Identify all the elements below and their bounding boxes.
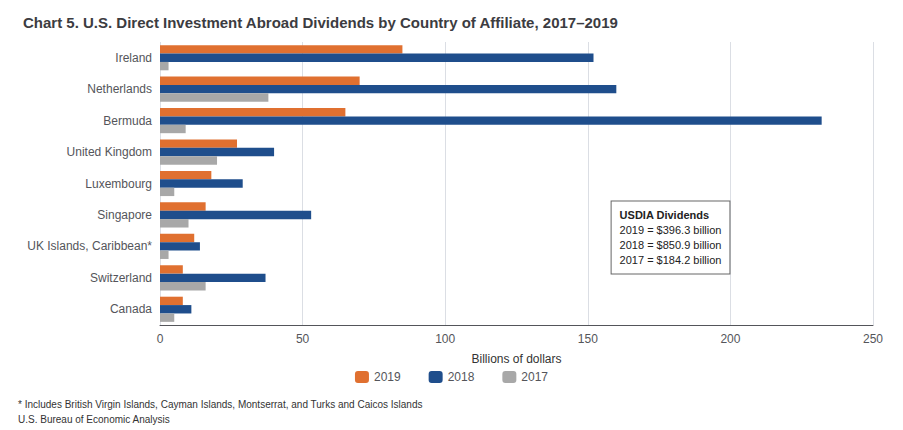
svg-text:Billions of dollars: Billions of dollars bbox=[471, 352, 561, 366]
svg-text:Bermuda: Bermuda bbox=[103, 114, 152, 128]
svg-text:50: 50 bbox=[296, 332, 310, 346]
svg-text:2018: 2018 bbox=[448, 370, 475, 384]
svg-text:United Kingdom: United Kingdom bbox=[67, 145, 152, 159]
svg-text:2019 = $396.3 billion: 2019 = $396.3 billion bbox=[620, 224, 722, 236]
svg-text:Luxembourg: Luxembourg bbox=[85, 177, 152, 191]
svg-text:2017: 2017 bbox=[521, 370, 548, 384]
svg-text:U.S. Bureau of Economic Analys: U.S. Bureau of Economic Analysis bbox=[18, 414, 170, 425]
svg-text:* Includes British Virgin Isla: * Includes British Virgin Islands, Cayma… bbox=[18, 399, 422, 410]
svg-text:Chart 5. U.S. Direct Investmen: Chart 5. U.S. Direct Investment Abroad D… bbox=[23, 14, 618, 31]
svg-text:200: 200 bbox=[720, 332, 740, 346]
svg-text:Switzerland: Switzerland bbox=[90, 271, 152, 285]
svg-text:2019: 2019 bbox=[374, 370, 401, 384]
svg-text:2017 = $184.2 billion: 2017 = $184.2 billion bbox=[620, 254, 722, 266]
svg-text:2018 = $850.9 billion: 2018 = $850.9 billion bbox=[620, 239, 722, 251]
svg-text:Canada: Canada bbox=[110, 302, 152, 316]
svg-text:150: 150 bbox=[578, 332, 598, 346]
svg-text:100: 100 bbox=[435, 332, 455, 346]
svg-text:Singapore: Singapore bbox=[97, 208, 152, 222]
svg-text:250: 250 bbox=[863, 332, 883, 346]
svg-text:0: 0 bbox=[157, 332, 164, 346]
svg-text:USDIA Dividends: USDIA Dividends bbox=[620, 209, 709, 221]
svg-text:Ireland: Ireland bbox=[115, 51, 152, 65]
svg-text:UK Islands, Caribbean*: UK Islands, Caribbean* bbox=[27, 239, 152, 253]
svg-text:Netherlands: Netherlands bbox=[87, 82, 152, 96]
